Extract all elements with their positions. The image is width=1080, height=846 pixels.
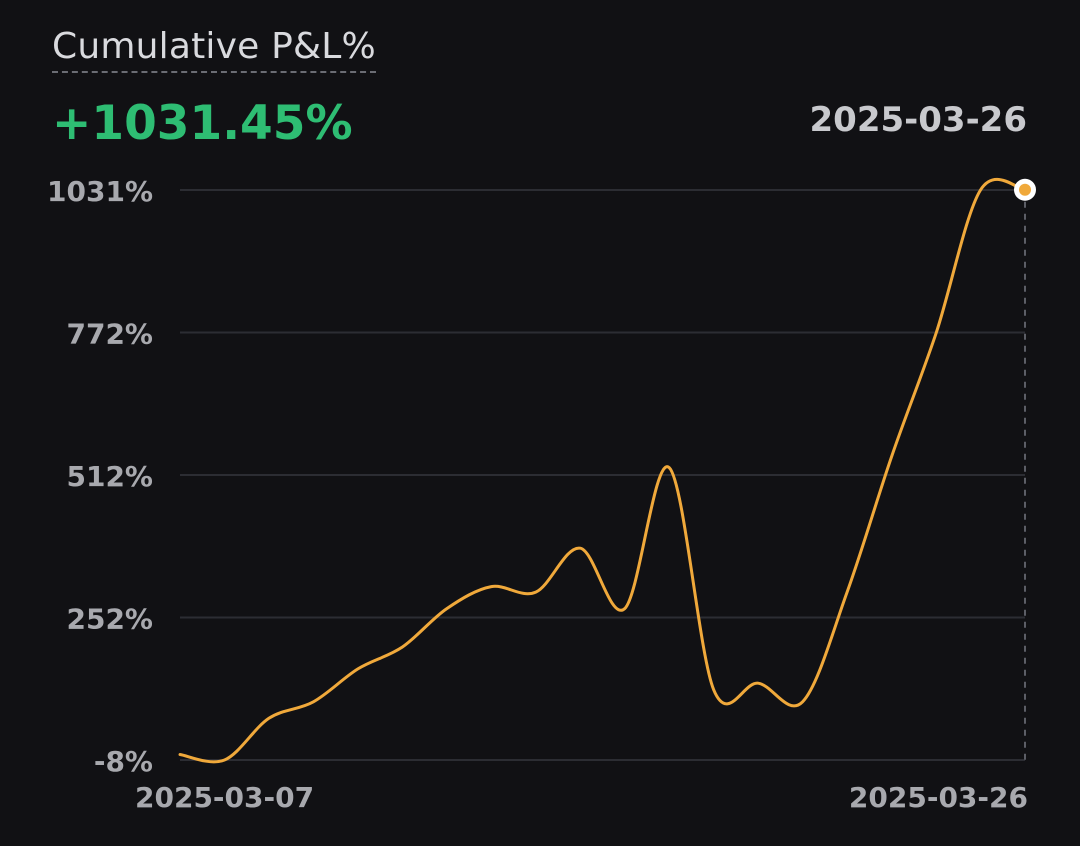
y-tick-label: 772% bbox=[66, 318, 153, 351]
y-tick-label: 252% bbox=[66, 603, 153, 636]
total-pnl-value: +1031.45% bbox=[52, 96, 353, 151]
selected-date: 2025-03-26 bbox=[809, 100, 1027, 140]
chart-title[interactable]: Cumulative P&L% bbox=[52, 26, 376, 73]
pnl-series-line bbox=[178, 177, 1027, 764]
x-tick-label: 2025-03-07 bbox=[135, 781, 314, 814]
x-tick-label: 2025-03-26 bbox=[849, 781, 1028, 814]
y-tick-label: 1031% bbox=[47, 175, 153, 208]
y-tick-label: -8% bbox=[94, 745, 153, 778]
highlight-point bbox=[1019, 183, 1031, 196]
y-tick-label: 512% bbox=[66, 460, 153, 493]
